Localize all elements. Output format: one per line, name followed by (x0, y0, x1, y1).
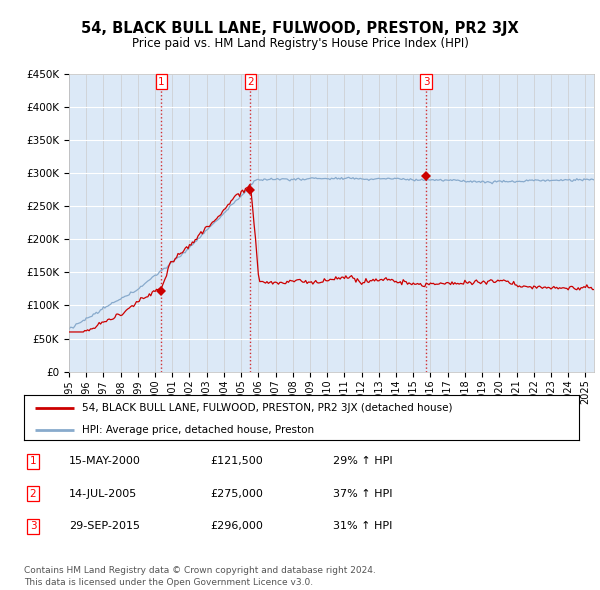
Text: HPI: Average price, detached house, Preston: HPI: Average price, detached house, Pres… (82, 425, 314, 435)
Text: 2: 2 (247, 77, 254, 87)
Text: £275,000: £275,000 (210, 489, 263, 499)
Text: 54, BLACK BULL LANE, FULWOOD, PRESTON, PR2 3JX: 54, BLACK BULL LANE, FULWOOD, PRESTON, P… (81, 21, 519, 35)
Text: £121,500: £121,500 (210, 457, 263, 466)
Text: 29% ↑ HPI: 29% ↑ HPI (333, 457, 392, 466)
Text: 1: 1 (29, 457, 37, 466)
Text: 31% ↑ HPI: 31% ↑ HPI (333, 522, 392, 531)
Text: 14-JUL-2005: 14-JUL-2005 (69, 489, 137, 499)
Text: £296,000: £296,000 (210, 522, 263, 531)
Text: 3: 3 (29, 522, 37, 531)
Text: 29-SEP-2015: 29-SEP-2015 (69, 522, 140, 531)
Text: 54, BLACK BULL LANE, FULWOOD, PRESTON, PR2 3JX (detached house): 54, BLACK BULL LANE, FULWOOD, PRESTON, P… (82, 403, 453, 412)
Text: Contains HM Land Registry data © Crown copyright and database right 2024.
This d: Contains HM Land Registry data © Crown c… (24, 566, 376, 587)
Text: 37% ↑ HPI: 37% ↑ HPI (333, 489, 392, 499)
Text: 1: 1 (158, 77, 165, 87)
Text: 2: 2 (29, 489, 37, 499)
Text: 15-MAY-2000: 15-MAY-2000 (69, 457, 141, 466)
Text: Price paid vs. HM Land Registry's House Price Index (HPI): Price paid vs. HM Land Registry's House … (131, 37, 469, 50)
Text: 3: 3 (423, 77, 430, 87)
